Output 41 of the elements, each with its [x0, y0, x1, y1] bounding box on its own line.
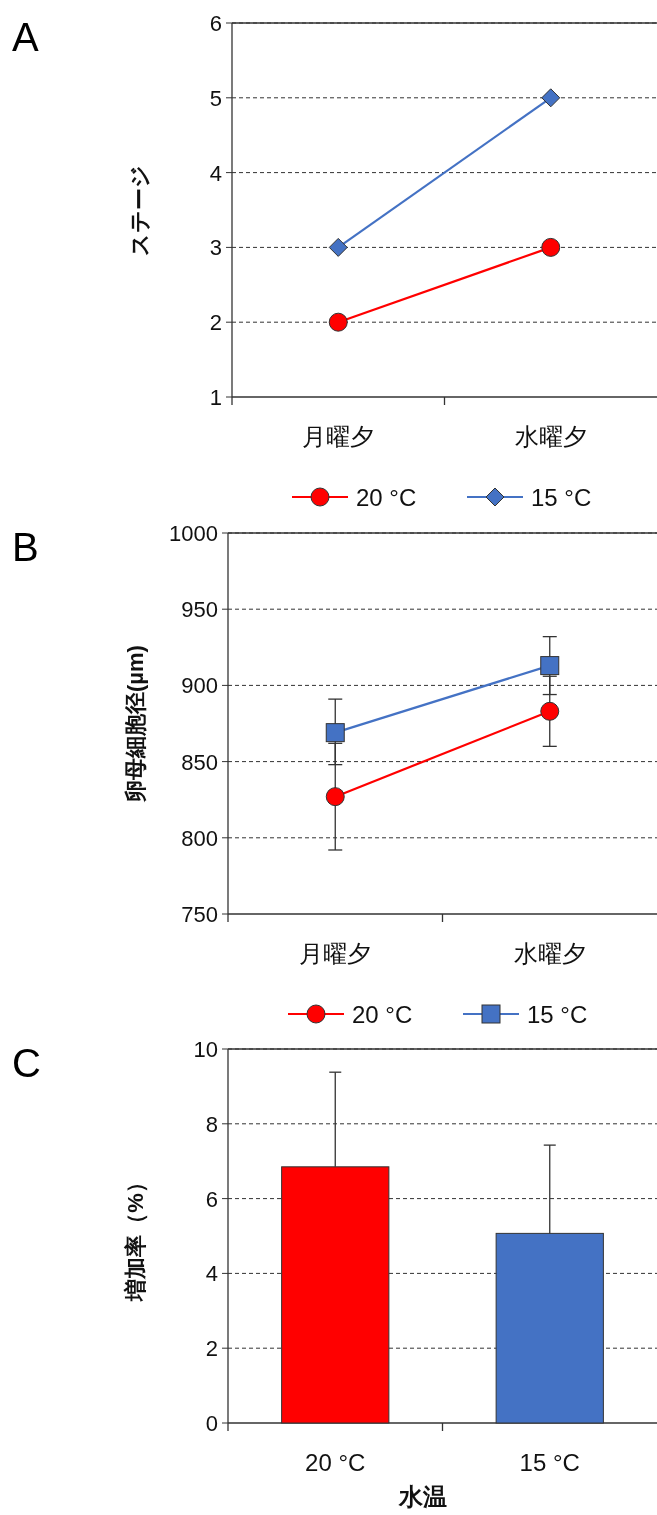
y-tick-label: 5: [209, 85, 222, 111]
x-tick-label: 水曜夕: [514, 423, 587, 450]
y-axis-title: 卵母細胞径(µm): [123, 645, 148, 803]
y-tick-label: 3: [209, 235, 222, 261]
y-tick-label: 1000: [169, 521, 218, 546]
chart-title: B: [12, 525, 39, 569]
y-tick-label: 6: [205, 1186, 218, 1212]
y-tick-label: 8: [205, 1111, 218, 1137]
point: [541, 237, 561, 257]
y-tick-label: 0: [205, 1411, 218, 1436]
point: [325, 787, 345, 807]
y-tick-label: 950: [181, 597, 218, 623]
y-tick-label: 850: [181, 749, 218, 775]
y-tick-label: 1: [209, 385, 222, 410]
y-tick-label: 4: [205, 1261, 218, 1287]
y-tick-label: 6: [209, 11, 222, 36]
point: [325, 723, 345, 743]
legend-label: 15 °C: [527, 1001, 588, 1028]
y-tick-label: 750: [181, 902, 218, 927]
y-tick-label: 800: [181, 825, 218, 851]
legend-label: 20 °C: [352, 1001, 413, 1028]
y-tick-label: 2: [205, 1336, 218, 1362]
y-tick-label: 900: [181, 673, 218, 699]
x-tick-label: 月曜夕: [302, 423, 375, 450]
y-axis-title: 増加率（%）: [123, 1171, 148, 1302]
point: [328, 312, 348, 332]
point: [540, 656, 560, 676]
x-tick-label: 水曜夕: [513, 940, 586, 967]
chart-title: A: [12, 15, 39, 59]
legend-label: 20 °C: [356, 484, 417, 511]
x-axis-title: 水温: [397, 1483, 447, 1510]
point: [540, 701, 560, 721]
y-tick-label: 4: [209, 160, 222, 186]
legend-label: 15 °C: [531, 484, 592, 511]
y-axis-title: ステージ: [127, 164, 152, 256]
chart-title: C: [12, 1041, 41, 1085]
point: [328, 237, 348, 257]
point: [541, 88, 561, 108]
y-tick-label: 10: [193, 1037, 218, 1062]
y-tick-label: 2: [209, 310, 222, 336]
x-tick-label: 月曜夕: [299, 940, 372, 967]
